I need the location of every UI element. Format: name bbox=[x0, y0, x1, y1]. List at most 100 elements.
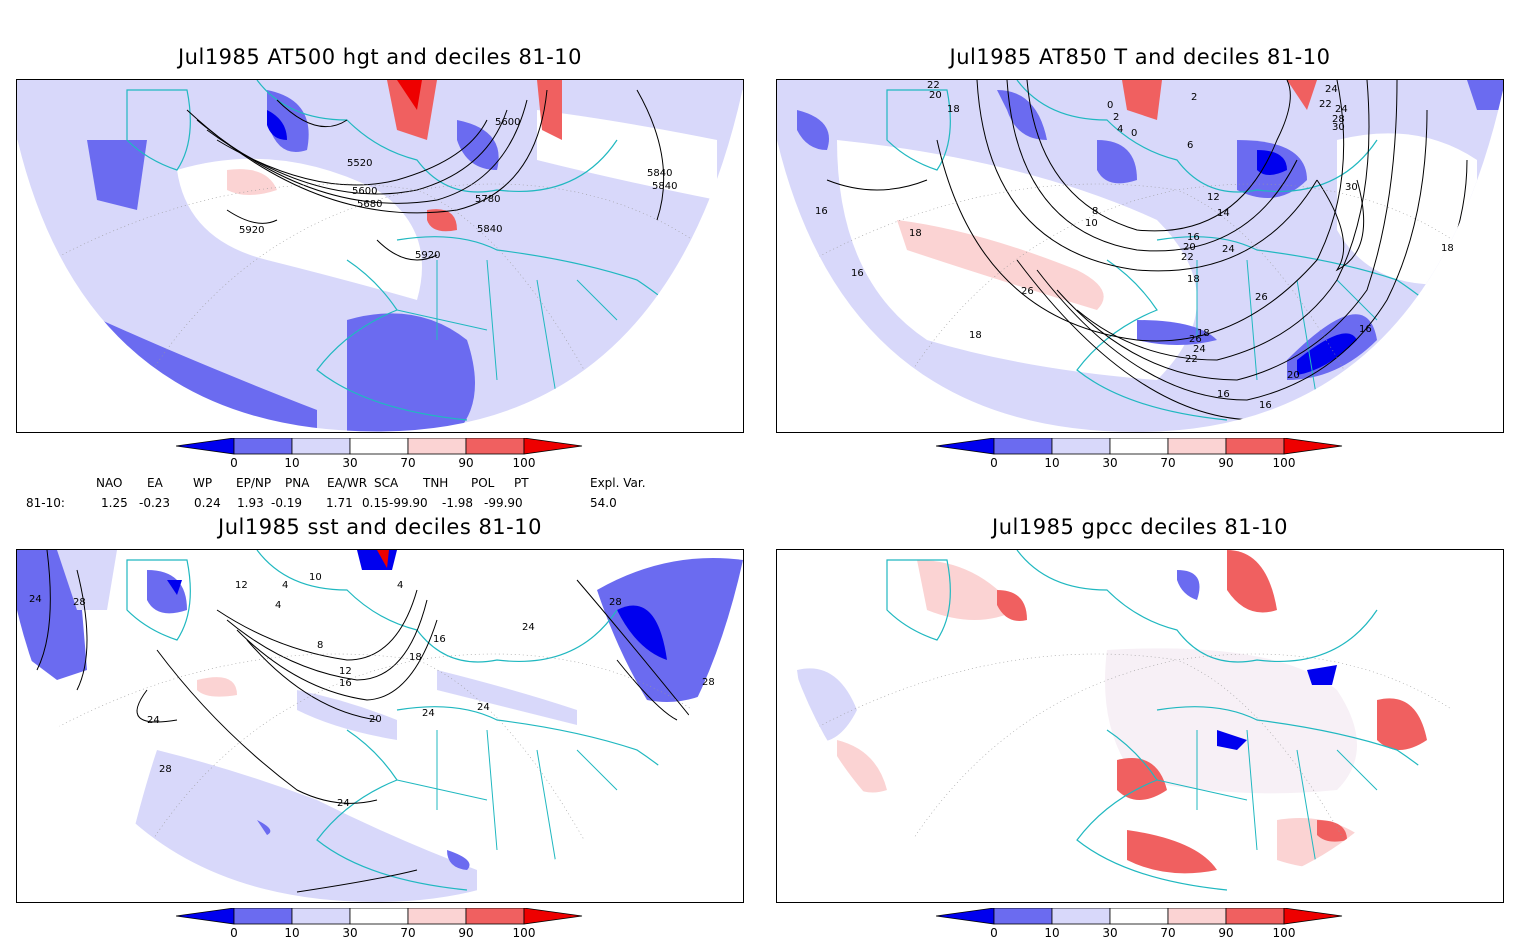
index-value: -99.90 bbox=[484, 496, 523, 510]
contour-label: 22 bbox=[927, 80, 940, 91]
colorbar-swatch bbox=[233, 437, 293, 455]
colorbar-swatch bbox=[407, 907, 467, 925]
colorbar-svg: 0 10 30 70 90 100 bbox=[935, 437, 1343, 470]
colorbar-swatch bbox=[1167, 437, 1227, 455]
contour-label: 5840 bbox=[477, 224, 502, 235]
colorbar-tick: 10 bbox=[1044, 926, 1059, 940]
index-header: EP/NP bbox=[236, 476, 272, 490]
contour-label: 18 bbox=[947, 104, 960, 115]
map-sst-svg: 24 28 12 4 10 4 4 8 12 16 20 16 18 24 24… bbox=[17, 550, 743, 902]
contour-label: 10 bbox=[309, 572, 322, 583]
colorbar-tick: 0 bbox=[990, 926, 998, 940]
index-value: 0.15 bbox=[362, 496, 389, 510]
contour-label: 8 bbox=[1092, 206, 1098, 217]
contour-label: 18 bbox=[909, 228, 922, 239]
colorbar-swatch bbox=[523, 907, 583, 925]
index-header: Expl. Var. bbox=[590, 476, 646, 490]
panel-title-at850: Jul1985 AT850 T and deciles 81-10 bbox=[949, 45, 1331, 69]
colorbar-tick: 90 bbox=[458, 926, 473, 940]
contour-label: 18 bbox=[1197, 328, 1210, 339]
index-value: 1.25 bbox=[101, 496, 128, 510]
colorbar-tick: 30 bbox=[342, 926, 357, 940]
panel-title-sst: Jul1985 sst and deciles 81-10 bbox=[218, 515, 542, 539]
map-gpcc-svg bbox=[777, 550, 1503, 902]
contour-label: 28 bbox=[73, 597, 86, 608]
index-value: 1.93 bbox=[237, 496, 264, 510]
contour-label: 5840 bbox=[652, 181, 677, 192]
colorbar-tick: 30 bbox=[1102, 456, 1117, 470]
colorbar-at500: 0 10 30 70 90 100 bbox=[175, 437, 596, 470]
contour-label: 24 bbox=[477, 702, 490, 713]
contour-label: 12 bbox=[339, 666, 352, 677]
colorbar-tick: 100 bbox=[513, 926, 536, 940]
colorbar-svg: 0 10 30 70 90 100 bbox=[935, 907, 1343, 940]
contour-label: 24 bbox=[522, 622, 535, 633]
contour-label: 16 bbox=[1259, 400, 1272, 411]
contour-label: 26 bbox=[1189, 334, 1202, 345]
index-header: TNH bbox=[423, 476, 449, 490]
colorbar-swatch bbox=[1225, 437, 1285, 455]
contour-label: 5920 bbox=[239, 225, 264, 236]
colorbar-swatch bbox=[175, 907, 235, 925]
contour-label: 5840 bbox=[647, 168, 672, 179]
contour-label: 18 bbox=[409, 652, 422, 663]
colorbar-tick: 70 bbox=[400, 456, 415, 470]
colorbar-tick: 90 bbox=[1218, 926, 1233, 940]
colorbar-sst: 0 10 30 70 90 100 bbox=[175, 907, 596, 940]
contour-label: 5600 bbox=[495, 117, 520, 128]
colorbar-tick: 30 bbox=[342, 456, 357, 470]
colorbar-swatch bbox=[1109, 437, 1169, 455]
colorbar-svg: 0 10 30 70 90 100 bbox=[175, 907, 583, 940]
contour-label: 16 bbox=[1359, 324, 1372, 335]
contour-label: 24 bbox=[422, 708, 435, 719]
contour-label: 24 bbox=[1222, 244, 1235, 255]
colorbar-swatch bbox=[1225, 907, 1285, 925]
colorbar-tick: 90 bbox=[458, 456, 473, 470]
contour-label: 26 bbox=[1255, 292, 1268, 303]
index-value: -1.98 bbox=[442, 496, 474, 510]
colorbar-gpcc: 0 10 30 70 90 100 bbox=[935, 907, 1356, 940]
contour-label: 28 bbox=[1332, 114, 1345, 125]
contour-label: 16 bbox=[851, 268, 864, 279]
contour-label: 4 bbox=[397, 580, 403, 591]
contour-label: 20 bbox=[369, 714, 382, 725]
index-value: 54.0 bbox=[590, 496, 617, 510]
index-header: NAO bbox=[96, 476, 123, 490]
index-header: EA/WR bbox=[327, 476, 368, 490]
contour-label: 12 bbox=[1207, 192, 1220, 203]
colorbar-swatch bbox=[175, 437, 235, 455]
colorbar-swatch bbox=[349, 437, 409, 455]
colorbar-tick: 30 bbox=[1102, 926, 1117, 940]
colorbar-swatch bbox=[233, 907, 293, 925]
colorbar-tick: 70 bbox=[1160, 926, 1175, 940]
colorbar-swatch bbox=[523, 437, 583, 455]
contour-label: 20 bbox=[1287, 370, 1300, 381]
colorbar-tick: 100 bbox=[513, 456, 536, 470]
contour-label: 24 bbox=[1335, 104, 1348, 115]
map-at850-svg: 22 20 18 0 2 4 6 0 2 24 22 24 28 30 30 1… bbox=[777, 80, 1503, 432]
map-panel-at500[interactable]: 5600 5520 5600 5680 5780 5840 5840 5840 … bbox=[16, 79, 744, 433]
colorbar-swatch bbox=[993, 437, 1053, 455]
map-panel-gpcc[interactable] bbox=[776, 549, 1504, 903]
map-panel-sst[interactable]: 24 28 12 4 10 4 4 8 12 16 20 16 18 24 24… bbox=[16, 549, 744, 903]
colorbar-swatch bbox=[465, 907, 525, 925]
colorbar-swatch bbox=[935, 907, 995, 925]
contour-label: 4 bbox=[1117, 124, 1123, 135]
colorbar-swatch bbox=[935, 437, 995, 455]
contour-label: 12 bbox=[235, 580, 248, 591]
contour-label: 16 bbox=[433, 634, 446, 645]
contour-label: 4 bbox=[282, 580, 288, 591]
colorbar-tick: 10 bbox=[1044, 456, 1059, 470]
colorbar-swatch bbox=[993, 907, 1053, 925]
contour-label: 28 bbox=[159, 764, 172, 775]
colorbar-tick: 70 bbox=[400, 926, 415, 940]
contour-label: 5600 bbox=[352, 186, 377, 197]
contour-label: 4 bbox=[275, 600, 281, 611]
contour-label: 22 bbox=[1181, 252, 1194, 263]
colorbar-swatch bbox=[291, 437, 351, 455]
map-panel-at850[interactable]: 22 20 18 0 2 4 6 0 2 24 22 24 28 30 30 1… bbox=[776, 79, 1504, 433]
contour-label: 16 bbox=[1187, 232, 1200, 243]
colorbar-swatch bbox=[407, 437, 467, 455]
contour-label: 20 bbox=[1183, 242, 1196, 253]
colorbar-swatch bbox=[1283, 907, 1343, 925]
